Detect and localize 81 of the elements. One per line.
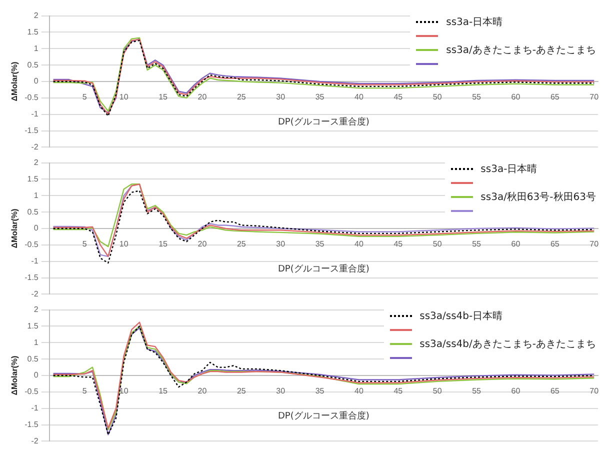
x-tick-label: 70 [590, 92, 600, 102]
y-tick-label: -0.5 [24, 240, 39, 250]
x-tick-label: 45 [394, 92, 404, 102]
x-axis-title: DP(グルコース重合度) [278, 264, 370, 275]
legend-label: ss3a/ss4b-日本晴 [420, 310, 503, 323]
x-tick-label: 10 [119, 386, 129, 396]
y-tick-label: -1 [31, 256, 39, 266]
legend-label: ss3a/秋田63号-秋田63号 [480, 190, 596, 204]
x-tick-label: 70 [590, 240, 600, 249]
x-tick-label: 15 [158, 386, 168, 396]
y-tick-label: -2 [31, 142, 39, 152]
x-tick-label: 45 [394, 386, 404, 396]
x-tick-label: 40 [354, 240, 364, 249]
x-tick-label: 30 [276, 92, 286, 102]
legend-label: ss3a-日本晴 [446, 16, 503, 29]
x-tick-label: 5 [82, 240, 88, 249]
y-tick-label: 0.5 [27, 354, 39, 364]
y-tick-label: -2 [31, 289, 39, 298]
x-tick-label: 50 [432, 240, 442, 249]
legend-label: ss3a/あきたこまち-あきたこまち [446, 44, 596, 57]
y-tick-label: -1 [31, 110, 39, 119]
y-tick-label: 0.5 [27, 207, 39, 216]
legend-label: ss3a/ss4b/あきたこまち-あきたこまち [420, 338, 596, 351]
x-tick-label: 55 [472, 240, 482, 249]
y-tick-label: 0.5 [27, 60, 39, 70]
y-tick-label: 1 [34, 338, 39, 347]
x-tick-label: 60 [511, 386, 521, 396]
x-tick-label: 60 [511, 240, 521, 249]
y-tick-label: 2 [34, 305, 39, 314]
x-tick-label: 15 [158, 92, 168, 102]
y-tick-label: 1 [34, 44, 39, 53]
x-tick-label: 35 [315, 92, 325, 102]
y-tick-label: -1.5 [24, 126, 39, 135]
y-axis-title: ΔMolar(%) [10, 208, 20, 248]
y-tick-label: -1.5 [24, 272, 39, 282]
x-tick-label: 60 [511, 92, 521, 102]
y-tick-label: -0.5 [24, 93, 39, 102]
x-tick-label: 35 [315, 386, 325, 396]
x-tick-label: 55 [472, 386, 482, 396]
x-axis-title: DP(グルコース重合度) [278, 410, 370, 422]
x-tick-label: 20 [198, 240, 208, 249]
x-tick-label: 5 [82, 386, 88, 396]
x-tick-label: 25 [236, 240, 246, 249]
x-tick-label: 65 [550, 240, 560, 249]
x-tick-label: 20 [198, 92, 208, 102]
x-tick-label: 65 [550, 386, 560, 396]
x-tick-label: 10 [119, 240, 129, 249]
y-tick-label: 0 [34, 76, 39, 86]
x-tick-label: 55 [472, 92, 482, 102]
y-tick-label: 0 [34, 370, 39, 380]
y-tick-label: 2 [34, 158, 39, 168]
y-tick-label: -1.5 [24, 420, 39, 429]
x-tick-label: 50 [432, 92, 442, 102]
x-tick-label: 40 [354, 92, 364, 102]
x-tick-label: 65 [550, 92, 560, 102]
x-tick-label: 35 [315, 240, 325, 249]
y-tick-label: 1 [34, 190, 39, 200]
x-tick-label: 40 [354, 386, 364, 396]
x-tick-label: 50 [432, 386, 442, 396]
y-tick-label: 1.5 [27, 27, 39, 36]
x-tick-label: 20 [198, 386, 208, 396]
y-tick-label: 0 [34, 224, 39, 233]
x-tick-label: 5 [82, 92, 88, 102]
x-tick-label: 15 [158, 240, 168, 249]
x-tick-label: 70 [590, 386, 600, 396]
y-tick-label: 1.5 [27, 321, 39, 330]
x-tick-label: 45 [394, 240, 404, 249]
x-axis-title: DP(グルコース重合度) [278, 116, 370, 128]
x-tick-label: 10 [119, 92, 129, 102]
y-tick-label: 2 [34, 11, 39, 20]
y-tick-label: -2 [31, 436, 39, 446]
x-tick-label: 30 [276, 240, 286, 249]
y-tick-label: -0.5 [24, 387, 39, 396]
y-axis-title: ΔMolar(%) [10, 61, 20, 102]
y-tick-label: 1.5 [27, 174, 39, 184]
y-axis-title: ΔMolar(%) [10, 355, 20, 396]
x-tick-label: 30 [276, 386, 286, 396]
x-tick-label: 25 [236, 386, 246, 396]
y-tick-label: -1 [31, 404, 39, 413]
legend-label: ss3a-日本晴 [480, 162, 538, 176]
x-tick-label: 25 [236, 92, 246, 102]
